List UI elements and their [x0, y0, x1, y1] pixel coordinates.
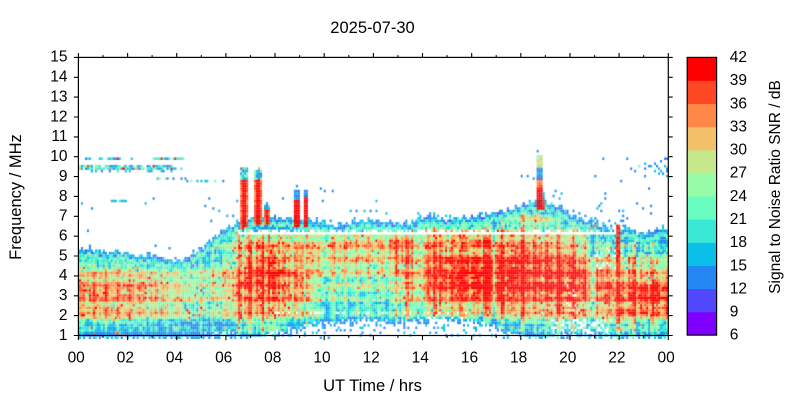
svg-text:06: 06 [215, 350, 232, 367]
svg-text:02: 02 [117, 350, 134, 367]
svg-text:6: 6 [730, 327, 739, 344]
svg-text:UT Time / hrs: UT Time / hrs [323, 377, 422, 395]
svg-text:7: 7 [59, 208, 68, 225]
svg-text:08: 08 [264, 350, 281, 367]
svg-text:00: 00 [68, 350, 86, 367]
svg-text:10: 10 [313, 350, 331, 367]
svg-text:13: 13 [50, 88, 67, 105]
svg-text:2025-07-30: 2025-07-30 [330, 19, 414, 37]
svg-text:22: 22 [608, 350, 625, 367]
svg-text:21: 21 [730, 211, 747, 228]
svg-text:42: 42 [730, 49, 747, 66]
svg-text:3: 3 [59, 287, 68, 304]
svg-text:15: 15 [50, 49, 67, 66]
svg-text:11: 11 [51, 128, 67, 145]
svg-text:14: 14 [50, 69, 68, 86]
svg-text:12: 12 [730, 280, 747, 297]
svg-text:9: 9 [59, 168, 68, 185]
svg-text:10: 10 [50, 148, 68, 165]
svg-text:4: 4 [59, 267, 68, 284]
svg-text:18: 18 [510, 350, 527, 367]
svg-text:2: 2 [59, 307, 68, 324]
svg-text:12: 12 [50, 108, 67, 125]
svg-text:33: 33 [730, 118, 747, 135]
svg-text:16: 16 [461, 350, 478, 367]
svg-text:1: 1 [59, 327, 68, 344]
svg-text:24: 24 [730, 188, 748, 205]
svg-text:20: 20 [559, 350, 577, 367]
svg-text:5: 5 [59, 247, 68, 264]
svg-text:18: 18 [730, 234, 747, 251]
svg-text:9: 9 [730, 304, 739, 321]
svg-text:36: 36 [730, 95, 747, 112]
svg-text:39: 39 [730, 72, 747, 89]
svg-text:Frequency / MHz: Frequency / MHz [7, 134, 25, 260]
svg-text:14: 14 [412, 350, 430, 367]
svg-text:15: 15 [730, 257, 747, 274]
svg-text:6: 6 [59, 228, 68, 245]
svg-text:27: 27 [730, 165, 747, 182]
svg-text:12: 12 [363, 350, 380, 367]
svg-text:8: 8 [59, 188, 68, 205]
svg-text:30: 30 [730, 142, 748, 159]
svg-text:00: 00 [657, 350, 675, 367]
svg-text:Signal to Noise Ratio SNR / dB: Signal to Noise Ratio SNR / dB [767, 80, 784, 294]
svg-text:04: 04 [166, 350, 184, 367]
